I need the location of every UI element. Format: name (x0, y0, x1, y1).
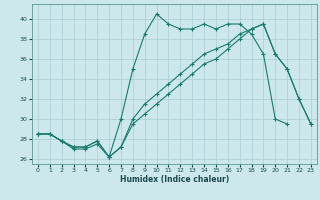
X-axis label: Humidex (Indice chaleur): Humidex (Indice chaleur) (120, 175, 229, 184)
